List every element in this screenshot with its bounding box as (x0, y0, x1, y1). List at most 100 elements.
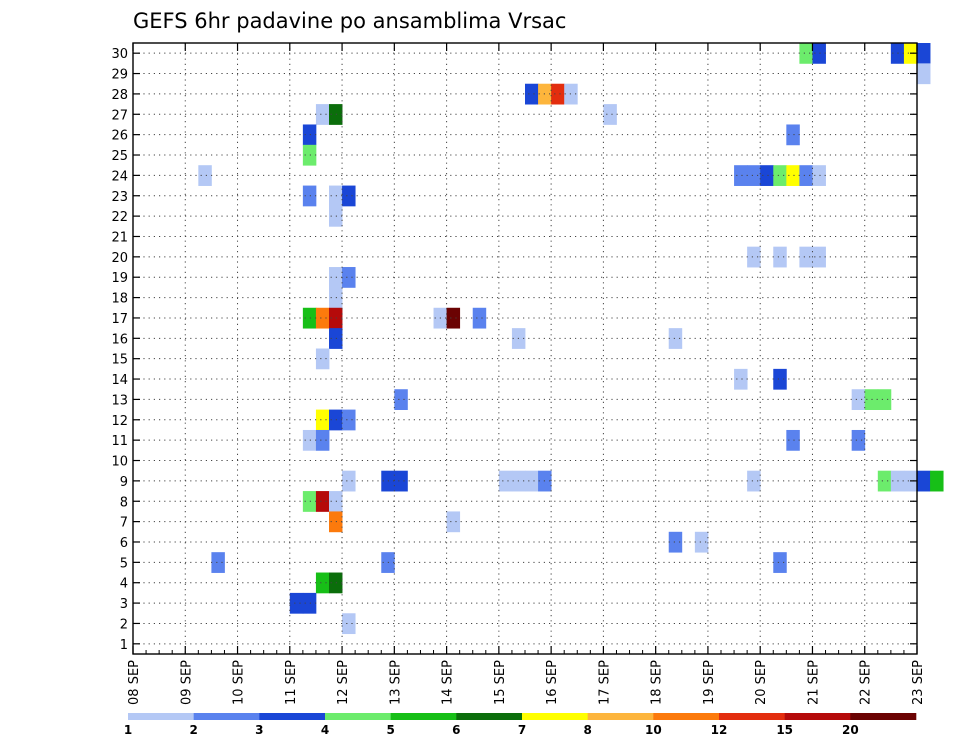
heatmap-cell (329, 511, 343, 533)
heatmap-cell (812, 43, 826, 64)
legend-swatch (784, 713, 851, 720)
y-tick-label: 7 (120, 516, 128, 531)
y-tick-label: 10 (111, 455, 128, 470)
heatmap-cell (603, 104, 617, 125)
heatmap-cell (747, 246, 761, 268)
heatmap-cell (786, 165, 800, 186)
heatmap-cell (342, 267, 356, 288)
heatmap-cell (329, 205, 343, 227)
legend-swatch (259, 713, 326, 720)
heatmap-cell (525, 470, 539, 492)
legend-label: 10 (645, 723, 662, 737)
heatmap-cell (917, 63, 931, 85)
heatmap-cell (799, 246, 813, 268)
x-tick-label: 19 SEP (702, 660, 717, 705)
legend-swatch (456, 713, 523, 720)
heatmap-cell (329, 287, 343, 309)
x-tick-label: 18 SEP (650, 660, 665, 705)
legend-label: 7 (518, 723, 526, 737)
grid-layer (133, 43, 917, 654)
legend-swatch (325, 713, 391, 720)
y-tick-label: 22 (111, 210, 128, 225)
y-tick-label: 12 (111, 414, 128, 429)
legend-label: 12 (711, 723, 728, 737)
heatmap-cell (315, 491, 330, 512)
heatmap-cell (302, 429, 317, 451)
heatmap-cell (668, 328, 683, 349)
heatmap-cell (315, 572, 330, 594)
y-tick-label: 4 (120, 577, 128, 592)
x-tick-label: 11 SEP (284, 660, 299, 705)
heatmap-cell (668, 531, 683, 553)
heatmap-cell (329, 185, 343, 207)
heatmap-cell (799, 43, 813, 64)
color-legend: 1 2 3 4 5 6 7 8 10 12 15 20 (124, 713, 917, 737)
heatmap-cell (551, 83, 565, 105)
y-tick-label: 14 (111, 373, 128, 388)
heatmap-cell (812, 246, 826, 268)
heatmap-cell (734, 368, 748, 390)
y-tick-label: 9 (120, 475, 128, 490)
y-tick-label: 23 (111, 190, 128, 205)
heatmap-cell (394, 470, 408, 492)
y-tick-label: 29 (111, 68, 128, 83)
y-tick-label: 11 (111, 434, 128, 449)
legend-label: 15 (776, 723, 793, 737)
x-tick-label: 09 SEP (179, 660, 194, 705)
heatmap-cell (498, 470, 513, 492)
x-axis: 08 SEP 09 SEP 10 SEP 11 SEP 12 SEP 13 SEP 14 S… (127, 43, 926, 705)
heatmap-cell (747, 165, 761, 186)
chart-title: GEFS 6hr padavine po ansamblima Vrsac (133, 9, 566, 33)
y-axis: 1234567891011121314151617181920212223242… (111, 47, 917, 653)
heatmap-cell (446, 511, 461, 533)
heatmap-cell (394, 389, 408, 410)
heatmap-cell (315, 104, 330, 125)
x-tick-label: 22 SEP (859, 660, 874, 705)
heatmap-cell (329, 328, 343, 349)
heatmap-cell (329, 491, 343, 512)
legend-swatch (850, 713, 917, 720)
y-tick-label: 18 (111, 292, 128, 307)
heatmap-cell (734, 165, 748, 186)
legend-swatch (587, 713, 654, 720)
heatmap-cell (329, 409, 343, 431)
x-tick-label: 16 SEP (545, 660, 560, 705)
heatmap-cell (917, 43, 931, 64)
y-tick-label: 17 (111, 312, 128, 327)
legend-label: 3 (255, 723, 263, 737)
y-tick-label: 16 (111, 332, 128, 347)
legend-label: 8 (583, 723, 591, 737)
heatmap-cell (446, 307, 461, 329)
heatmap-cell (773, 165, 787, 186)
legend-swatch (653, 713, 720, 720)
heatmap-cell (917, 470, 931, 492)
x-tick-label: 20 SEP (754, 660, 769, 705)
heatmap-cell (329, 572, 343, 594)
legend-label: 1 (124, 723, 132, 737)
legend-label: 5 (386, 723, 394, 737)
heatmap-cell (773, 552, 787, 573)
legend-label: 6 (452, 723, 460, 737)
y-tick-label: 26 (111, 129, 128, 144)
heatmap-cell (342, 185, 356, 207)
y-tick-label: 2 (120, 617, 128, 632)
heatmap-cell (329, 267, 343, 288)
x-tick-label: 21 SEP (806, 660, 821, 705)
heatmap-cell (315, 348, 330, 370)
heatmap-cell (525, 83, 539, 105)
x-tick-label: 12 SEP (336, 660, 351, 705)
heatmap-cell (315, 307, 330, 329)
heatmap-cell (773, 368, 787, 390)
heatmap-cell (329, 307, 343, 329)
heatmap-cell (302, 592, 317, 614)
x-tick-label: 15 SEP (493, 660, 508, 705)
y-tick-label: 25 (111, 149, 128, 164)
heatmap-cell (786, 429, 800, 451)
y-tick-label: 15 (111, 353, 128, 368)
y-tick-label: 24 (111, 169, 128, 184)
x-tick-label: 17 SEP (597, 660, 612, 705)
heatmap-cell (877, 470, 892, 492)
heatmap-cell (342, 409, 356, 431)
y-tick-label: 5 (120, 556, 128, 571)
